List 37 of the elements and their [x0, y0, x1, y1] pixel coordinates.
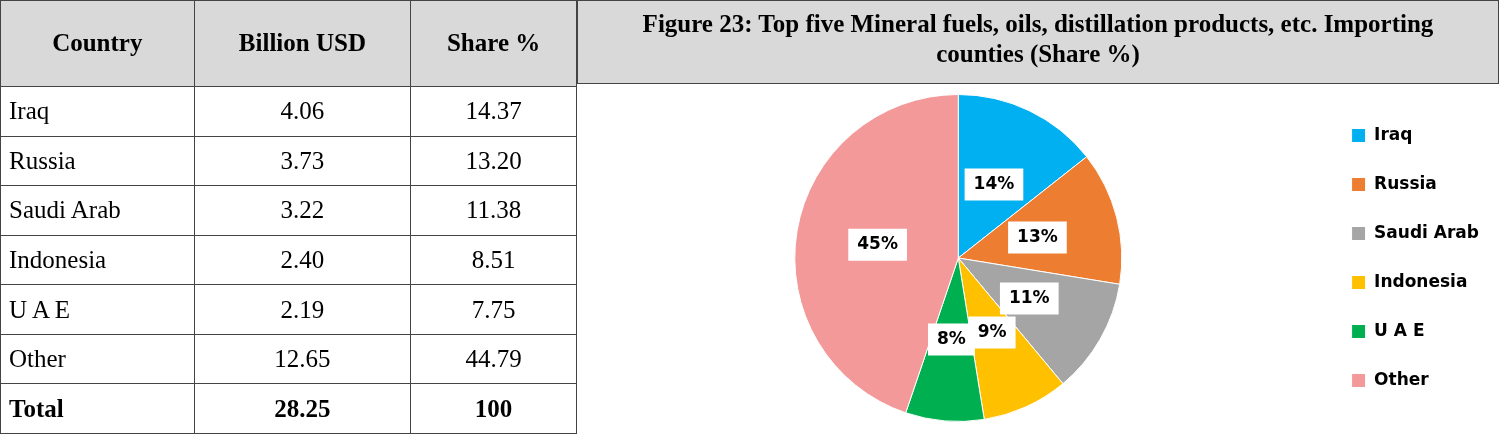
legend-label: U A E [1374, 319, 1425, 340]
data-label: 12.65 [194, 334, 411, 384]
category-label: Other [0, 334, 195, 384]
data-label: 2.40 [194, 235, 411, 285]
text: Billion USD [194, 0, 411, 87]
category-label: Indonesia [0, 235, 195, 285]
chart-title: Figure 23: Top five Mineral fuels, oils, distillation products, etc. Importing counties (Share %) [577, 0, 1499, 84]
data-label: 9% [977, 320, 1007, 341]
category-label: Total [0, 383, 195, 434]
legend-label: Saudi Arab [1374, 221, 1480, 242]
data-label: 4.06 [194, 86, 411, 137]
data-label: 7.75 [410, 284, 577, 335]
category-label: Saudi Arab [0, 185, 195, 236]
legend-label: Other [1374, 368, 1430, 389]
data-label: 11% [1008, 286, 1050, 307]
data-label: 8.51 [410, 235, 577, 285]
legend-label: Russia [1374, 172, 1437, 193]
data-label: 14.37 [410, 86, 577, 137]
data-label: 44.79 [410, 334, 577, 384]
data-label: 8% [937, 327, 966, 348]
category-label: Iraq [0, 86, 195, 137]
legend-label: Indonesia [1374, 270, 1468, 291]
data-label: 2.19 [194, 284, 411, 335]
data-label: 28.25 [194, 383, 411, 434]
data-label: 45% [857, 233, 898, 254]
data-label: 14% [973, 172, 1015, 193]
data-label: 11.38 [410, 185, 577, 236]
data-label: 3.73 [194, 136, 411, 186]
data-label: 3.22 [194, 185, 411, 236]
data-label: 13.20 [410, 136, 577, 186]
category-label: U A E [0, 284, 195, 335]
text: Country [0, 0, 195, 87]
data-label: 100 [410, 383, 577, 434]
data-label: 13% [1017, 225, 1058, 246]
legend-label: Iraq [1374, 123, 1413, 144]
text: Share % [410, 0, 577, 87]
category-label: Russia [0, 136, 195, 186]
